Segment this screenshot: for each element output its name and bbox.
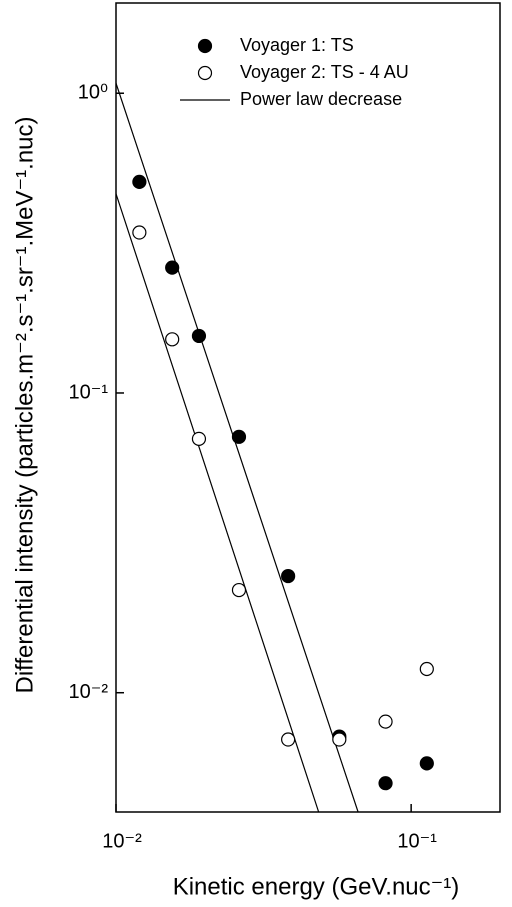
data-point	[281, 568, 296, 584]
fit-line	[116, 83, 359, 812]
y-tick-label: 10⁰	[78, 82, 108, 104]
data-point	[231, 429, 247, 444]
x-axis-label: Kinetic energy (GeV.nuc⁻¹)	[173, 873, 460, 900]
data-point	[231, 582, 247, 598]
data-point	[132, 174, 147, 190]
data-point	[165, 260, 180, 275]
data-point	[191, 328, 207, 344]
legend-label: Voyager 2: TS - 4 AU	[240, 62, 409, 82]
data-point	[332, 732, 347, 747]
legend-marker	[197, 65, 213, 81]
data-point	[378, 714, 393, 729]
plot-frame	[115, 2, 501, 813]
fit-line	[116, 193, 320, 812]
legend-marker	[197, 38, 213, 54]
x-tick-label: 10⁻¹	[397, 830, 437, 852]
y-axis-label: Differential intensity (particles.m⁻².s⁻…	[11, 116, 38, 693]
legend-label: Voyager 1: TS	[240, 35, 354, 55]
data-point	[281, 732, 296, 747]
data-point	[165, 332, 180, 347]
y-tick-label: 10⁻¹	[69, 381, 109, 403]
y-tick-label: 10⁻²	[69, 681, 109, 703]
data-point	[419, 661, 434, 677]
data-point	[132, 225, 147, 240]
data-point	[419, 756, 434, 771]
x-tick-label: 10⁻²	[102, 830, 142, 852]
legend-label: Power law decrease	[240, 89, 402, 109]
data-point	[191, 431, 207, 446]
data-point	[378, 776, 393, 791]
